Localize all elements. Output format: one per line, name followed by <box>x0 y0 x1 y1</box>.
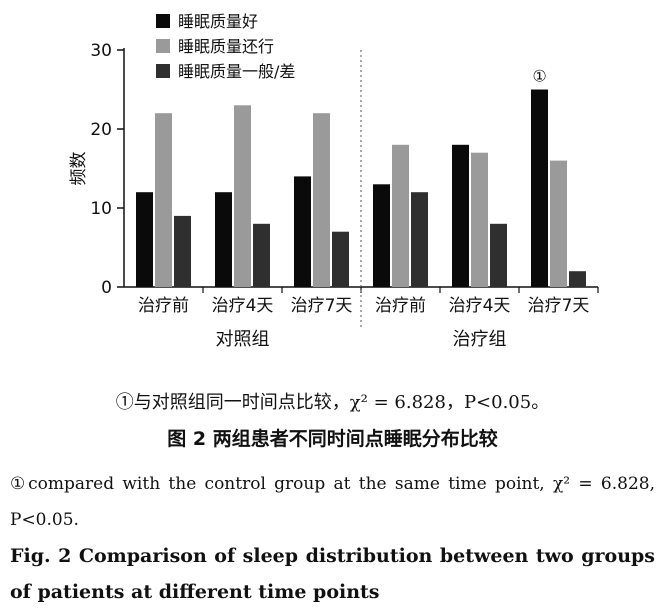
bar-3-5 <box>490 223 507 287</box>
group-label: 对照组 <box>216 329 270 350</box>
bar-1-3 <box>294 176 311 287</box>
y-tick-label: 20 <box>90 120 112 140</box>
x-tick-label: 治疗4天 <box>449 296 511 316</box>
significance-annotation: ① <box>532 67 546 86</box>
legend-label: 睡眠质量好 <box>178 12 258 31</box>
figure-title-chinese: 图 2 两组患者不同时间点睡眠分布比较 <box>167 428 498 450</box>
bar-2-3 <box>313 113 330 287</box>
bar-2-6 <box>550 160 567 287</box>
y-tick-label: 10 <box>90 199 112 219</box>
bar-1-6 <box>531 89 548 287</box>
bar-3-2 <box>253 223 270 287</box>
x-tick-label: 治疗前 <box>138 296 189 316</box>
group-label: 治疗组 <box>453 329 507 350</box>
bar-2-2 <box>234 105 251 287</box>
bar-3-4 <box>411 192 428 287</box>
x-tick-label: 治疗7天 <box>528 296 590 316</box>
bar-3-1 <box>174 215 191 287</box>
bar-2-4 <box>392 144 409 287</box>
x-tick-label: 治疗7天 <box>291 296 353 316</box>
legend-swatch <box>156 14 170 28</box>
y-tick-label: 30 <box>90 41 112 61</box>
figure-title-english: Fig. 2 Comparison of sleep distribution … <box>10 545 655 603</box>
bar-1-4 <box>373 184 390 287</box>
bar-1-5 <box>452 144 469 287</box>
bar-1-1 <box>136 192 153 287</box>
chart-footnote-chinese: ①与对照组同一时间点比较，χ² = 6.828，P<0.05。 <box>115 392 550 413</box>
legend-swatch <box>156 64 170 78</box>
bar-1-2 <box>215 192 232 287</box>
legend-swatch <box>156 39 170 53</box>
y-axis-label: 频数 <box>69 152 89 186</box>
legend-label: 睡眠质量还行 <box>178 37 274 56</box>
chart-footnote-english: ①compared with the control group at the … <box>10 474 655 530</box>
x-tick-label: 治疗4天 <box>212 296 274 316</box>
y-tick-label: 0 <box>101 278 112 298</box>
bar-2-5 <box>471 152 488 287</box>
legend-label: 睡眠质量一般/差 <box>178 62 295 81</box>
bar-2-1 <box>155 113 172 287</box>
bar-3-6 <box>569 271 586 287</box>
x-tick-label: 治疗前 <box>375 296 426 316</box>
bar-3-3 <box>332 231 349 287</box>
